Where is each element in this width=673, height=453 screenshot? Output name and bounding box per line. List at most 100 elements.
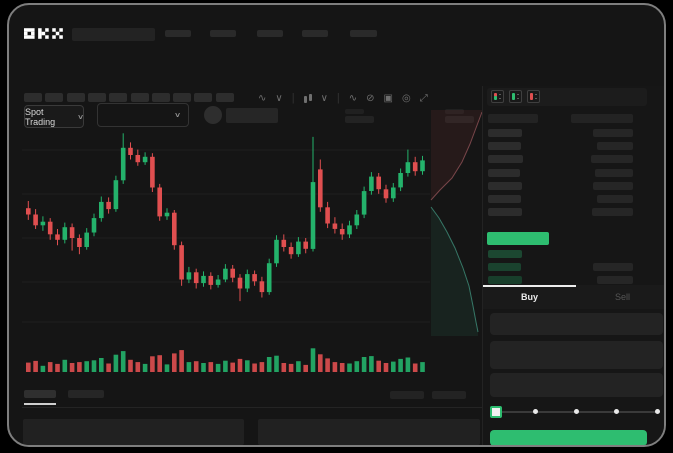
pair-selector[interactable]: ∨: [97, 103, 189, 127]
bottom-section: [9, 385, 482, 445]
bid-row-1[interactable]: [483, 250, 664, 259]
bid-amount-bar: [597, 276, 633, 285]
ask-row-4[interactable]: [483, 168, 664, 178]
pair-name-placeholder: [226, 108, 278, 123]
ask-row-1[interactable]: [483, 129, 664, 138]
target-icon[interactable]: ◎: [402, 92, 411, 104]
tab-sell[interactable]: Sell: [576, 285, 664, 309]
bottom-tab-2[interactable]: [68, 390, 104, 398]
line-tool-icon[interactable]: ∿: [348, 92, 358, 104]
active-tab-indicator: [483, 285, 576, 287]
ask-price-bar: [488, 129, 522, 137]
fullscreen-icon[interactable]: ⤢: [419, 92, 428, 104]
nav-item-3[interactable]: [257, 30, 283, 37]
order-form-field-1[interactable]: [490, 313, 663, 335]
stat-value-1: [345, 116, 374, 123]
ask-amount-bar: [593, 129, 633, 137]
stat-value-2: [445, 116, 474, 123]
slider-stop-3[interactable]: [574, 409, 579, 414]
bottom-panel-1: [23, 419, 244, 445]
bottom-tab-1[interactable]: [24, 390, 56, 398]
candle-style-icon[interactable]: [303, 93, 312, 104]
ask-price-bar: [488, 142, 521, 151]
okx-logo[interactable]: [24, 27, 64, 40]
ask-price-bar: [488, 181, 522, 190]
bid-amount-bar: [593, 263, 633, 272]
right-panel: Buy Sell: [482, 86, 664, 445]
timeframe-button-10[interactable]: [215, 93, 234, 102]
slider-stop-4[interactable]: [614, 409, 619, 414]
bid-row-2[interactable]: [483, 263, 664, 272]
order-form-field-2[interactable]: [490, 341, 663, 369]
chevron-down-icon: ∨: [173, 112, 182, 119]
orderbook-lines: [517, 94, 519, 100]
orderbook-bids-icon[interactable]: [509, 90, 522, 103]
bid-price-bar: [488, 276, 522, 285]
slider-stop-2[interactable]: [533, 409, 538, 414]
orderbook-lines: [499, 94, 501, 100]
nav-item-4[interactable]: [302, 30, 328, 37]
top-nav-bar: [9, 5, 664, 51]
ask-row-3[interactable]: [483, 155, 664, 164]
timeframe-button-6[interactable]: [130, 93, 149, 102]
orderbook-combined-icon[interactable]: [491, 90, 504, 103]
depth-chart: [430, 110, 482, 336]
nav-item-5[interactable]: [350, 30, 377, 37]
bottom-action-1[interactable]: [390, 391, 424, 399]
coin-icon: [204, 106, 222, 124]
stat-label-2: [445, 109, 464, 114]
stat-label-1: [345, 109, 364, 114]
market-bar: Spot Trading ∨ ∨: [9, 51, 664, 128]
slider-handle[interactable]: [490, 406, 502, 418]
nav-item-2[interactable]: [210, 30, 236, 37]
bottom-tab-active-indicator: [24, 403, 56, 405]
tab-buy[interactable]: Buy: [483, 285, 576, 309]
last-price-bar: [487, 232, 549, 245]
divider: |: [336, 92, 340, 104]
orderbook-asks-icon[interactable]: [527, 90, 540, 103]
ask-amount-bar: [595, 168, 633, 177]
ask-price-bar: [488, 168, 520, 177]
amount-slider[interactable]: [490, 406, 660, 418]
divider: |: [291, 92, 295, 104]
market-type-selector[interactable]: Spot Trading ∨: [24, 105, 84, 128]
chevron-down-icon: ∨: [76, 113, 85, 121]
timeframe-button-2[interactable]: [45, 93, 64, 102]
slider-stop-5[interactable]: [655, 409, 660, 414]
ask-amount-bar: [591, 155, 633, 164]
chevron-down-icon[interactable]: ∨: [320, 92, 328, 104]
orderbook-toolbar: [487, 88, 647, 106]
order-book: [483, 110, 664, 298]
bottom-action-2[interactable]: [432, 391, 466, 399]
divider: [22, 407, 482, 408]
timeframe-button-9[interactable]: [194, 93, 213, 102]
ask-row-2[interactable]: [483, 142, 664, 151]
ask-amount-bar: [593, 181, 633, 190]
ask-row-7[interactable]: [483, 208, 664, 217]
timeframe-button-1[interactable]: [24, 93, 42, 102]
wave-icon[interactable]: ∿: [258, 92, 267, 104]
bid-price-bar: [488, 250, 522, 258]
timeframe-button-7[interactable]: [151, 93, 170, 102]
orderbook-header-amount: [571, 114, 633, 123]
orderbook-header-price: [488, 114, 538, 123]
nav-item-1[interactable]: [165, 30, 191, 37]
market-type-label: Spot Trading: [25, 106, 56, 127]
ask-price-bar: [488, 208, 522, 217]
compare-icon[interactable]: ⊘: [366, 92, 375, 104]
timeframe-button-4[interactable]: [87, 93, 106, 102]
timeframe-button-5[interactable]: [109, 93, 128, 102]
camera-icon[interactable]: ▣: [383, 92, 393, 104]
timeframe-button-8[interactable]: [173, 93, 192, 102]
ask-row-5[interactable]: [483, 181, 664, 191]
trade-tabs: Buy Sell: [483, 285, 664, 309]
candlestick-volume-chart[interactable]: [22, 110, 430, 376]
timeframe-button-3[interactable]: [66, 93, 85, 102]
bid-row-3[interactable]: [483, 276, 664, 285]
chevron-down-icon[interactable]: ∨: [275, 92, 283, 104]
ask-row-6[interactable]: [483, 195, 664, 204]
order-form-field-3[interactable]: [490, 373, 663, 397]
chart-toolbar: ∿ ∨ | ∨ | ∿ ⊘ ▣ ◎ ⤢: [9, 87, 482, 111]
buy-submit-button[interactable]: [490, 430, 647, 445]
app-window: Spot Trading ∨ ∨ ∿ ∨ | ∨ | ∿ ⊘ ▣ ◎ ⤢: [7, 3, 666, 447]
